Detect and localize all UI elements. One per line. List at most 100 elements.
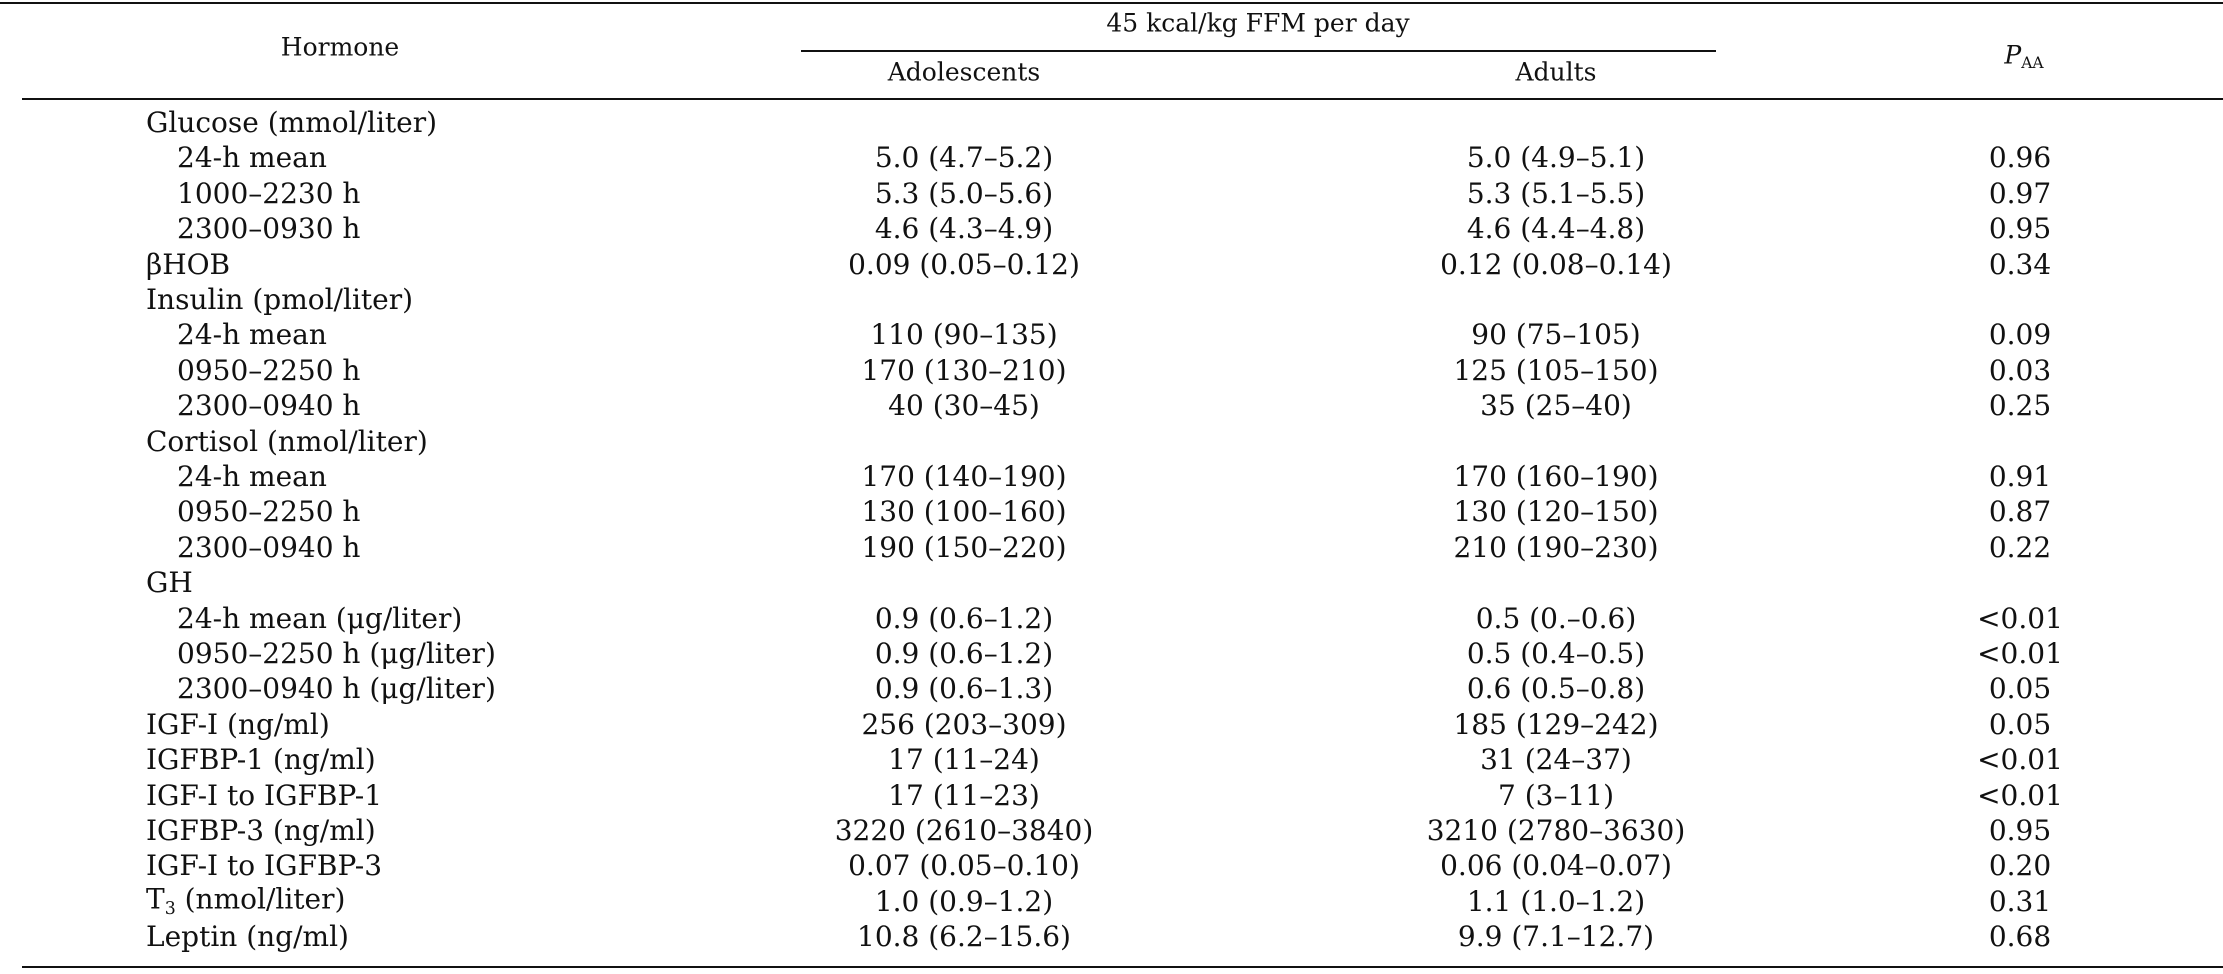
cell-adults: 5.3 (5.1–5.5) bbox=[1466, 176, 1646, 210]
cell-p: 0.68 bbox=[1988, 920, 2052, 954]
cell-p: <0.01 bbox=[1977, 778, 2063, 812]
row-label-text: 2300–0930 h bbox=[177, 212, 361, 246]
cell-p: 0.05 bbox=[1988, 672, 2052, 706]
row-label-text: IGF-I to IGFBP-3 bbox=[146, 849, 383, 883]
row-label: 24-h mean bbox=[177, 144, 327, 172]
header-p-main: P bbox=[2004, 40, 2022, 70]
row-label-text: 24-h mean (μg/liter) bbox=[177, 601, 463, 635]
cell-adolescents: 110 (90–135) bbox=[870, 318, 1058, 352]
row-label: 24-h mean bbox=[177, 463, 327, 491]
row-label-text: Cortisol (nmol/liter) bbox=[146, 424, 428, 458]
cell-adolescents: 17 (11–24) bbox=[888, 743, 1040, 777]
cell-p: <0.01 bbox=[1977, 743, 2063, 777]
cell-adolescents: 0.07 (0.05–0.10) bbox=[848, 849, 1080, 883]
row-label: 0950–2250 h (μg/liter) bbox=[177, 640, 496, 668]
header-adolescents: Adolescents bbox=[887, 57, 1041, 87]
row-label: 2300–0930 h bbox=[177, 215, 360, 243]
cell-adults: 130 (120–150) bbox=[1453, 495, 1659, 529]
cell-p: 0.96 bbox=[1988, 141, 2052, 175]
cell-p: 0.20 bbox=[1988, 849, 2052, 883]
row-label-text: 24-h mean bbox=[177, 460, 327, 493]
header-group: 45 kcal/kg FFM per day bbox=[1106, 8, 1410, 38]
row-label-text: βHOB bbox=[146, 247, 231, 281]
row-label: IGF-I (ng/ml) bbox=[146, 710, 330, 739]
cell-adolescents: 0.9 (0.6–1.2) bbox=[874, 601, 1054, 635]
cell-adolescents: 5.3 (5.0–5.6) bbox=[874, 176, 1054, 210]
row-label: 2300–0940 h bbox=[177, 530, 361, 564]
header-p-sub: AA bbox=[2021, 54, 2044, 73]
cell-adolescents: 170 (130–210) bbox=[861, 353, 1067, 387]
cell-adolescents: 190 (150–220) bbox=[861, 530, 1067, 564]
cell-adolescents: 130 (100–160) bbox=[861, 495, 1067, 529]
row-label: 0950–2250 h bbox=[177, 353, 361, 387]
top-rule bbox=[0, 2, 2223, 4]
row-label-sub: 3 bbox=[164, 898, 176, 919]
cell-adults: 4.6 (4.4–4.8) bbox=[1466, 212, 1646, 246]
bottom-rule bbox=[22, 966, 2223, 968]
row-label: GH bbox=[146, 569, 193, 597]
row-label: βHOB bbox=[146, 247, 231, 281]
cell-adults: 0.5 (0.–0.6) bbox=[1475, 601, 1637, 635]
cell-p: 0.22 bbox=[1988, 530, 2052, 564]
cell-adults: 3210 (2780–3630) bbox=[1426, 814, 1686, 847]
row-label: 2300–0940 h bbox=[177, 392, 360, 420]
cell-adolescents: 170 (140–190) bbox=[861, 460, 1067, 493]
row-label: 24-h mean (μg/liter) bbox=[177, 601, 463, 635]
cell-adults: 0.06 (0.04–0.07) bbox=[1440, 849, 1672, 883]
cell-adolescents: 40 (30–45) bbox=[888, 389, 1040, 423]
row-label: 24-h mean bbox=[177, 321, 327, 349]
cell-adults: 35 (25–40) bbox=[1480, 389, 1632, 423]
cell-adults: 5.0 (4.9–5.1) bbox=[1466, 141, 1646, 175]
cell-p: 0.03 bbox=[1988, 353, 2052, 387]
row-label-after: (nmol/liter) bbox=[175, 882, 346, 916]
row-label: IGFBP-1 (ng/ml) bbox=[146, 746, 376, 774]
cell-p: 0.97 bbox=[1988, 176, 2052, 210]
cell-p: 0.91 bbox=[1988, 460, 2052, 493]
row-label-text: 2300–0940 h bbox=[177, 530, 361, 564]
cell-adults: 9.9 (7.1–12.7) bbox=[1457, 920, 1655, 954]
row-label: 2300–0940 h (μg/liter) bbox=[177, 675, 496, 703]
cell-p: 0.34 bbox=[1988, 247, 2052, 281]
cell-adults: 125 (105–150) bbox=[1453, 353, 1659, 387]
cell-adults: 0.6 (0.5–0.8) bbox=[1466, 672, 1646, 706]
cell-p: 0.31 bbox=[1988, 884, 2052, 918]
row-label-text: IGF-I to IGFBP-1 bbox=[146, 778, 383, 812]
cell-adults: 185 (129–242) bbox=[1453, 707, 1659, 741]
cell-adolescents: 10.8 (6.2–15.6) bbox=[857, 920, 1071, 954]
cell-p: 0.95 bbox=[1988, 814, 2052, 847]
header-p: PAA bbox=[2004, 42, 2043, 71]
row-label: T3 (nmol/liter) bbox=[146, 882, 346, 919]
cell-adolescents: 256 (203–309) bbox=[861, 707, 1067, 741]
row-label: Glucose (mmol/liter) bbox=[146, 109, 437, 137]
row-label: 0950–2250 h bbox=[177, 498, 360, 526]
header-hormone: Hormone bbox=[280, 32, 400, 62]
cell-p: 0.09 bbox=[1988, 318, 2052, 352]
row-label: IGF-I to IGFBP-1 bbox=[146, 778, 383, 812]
cell-adolescents: 1.0 (0.9–1.2) bbox=[874, 884, 1054, 918]
cell-adolescents: 5.0 (4.7–5.2) bbox=[874, 141, 1054, 175]
cell-adults: 1.1 (1.0–1.2) bbox=[1466, 884, 1646, 918]
row-label-text: 24-h mean bbox=[177, 318, 327, 352]
row-label: 1000–2230 h bbox=[177, 176, 361, 210]
row-label-text: IGFBP-1 (ng/ml) bbox=[146, 743, 376, 777]
row-label-text: 0950–2250 h bbox=[177, 353, 361, 387]
row-label-text: 0950–2250 h (μg/liter) bbox=[177, 637, 496, 670]
cell-adolescents: 4.6 (4.3–4.9) bbox=[874, 212, 1054, 246]
header-rule bbox=[22, 98, 2223, 100]
row-label: Insulin (pmol/liter) bbox=[146, 286, 413, 314]
cell-adults: 170 (160–190) bbox=[1453, 460, 1659, 493]
row-label-text: Glucose (mmol/liter) bbox=[146, 106, 438, 139]
row-label-text: 0950–2250 h bbox=[177, 495, 361, 529]
row-label-text: 2300–0940 h (μg/liter) bbox=[177, 672, 496, 706]
row-label-text: 1000–2230 h bbox=[177, 176, 361, 210]
cell-adults: 0.12 (0.08–0.14) bbox=[1440, 247, 1672, 281]
cell-p: <0.01 bbox=[1977, 637, 2063, 670]
row-label: IGFBP-3 (ng/ml) bbox=[146, 817, 376, 845]
row-label-text: T bbox=[146, 882, 165, 916]
cell-p: 0.87 bbox=[1988, 495, 2052, 529]
cell-adolescents: 17 (11–23) bbox=[888, 778, 1040, 812]
cell-adults: 0.5 (0.4–0.5) bbox=[1466, 637, 1646, 670]
group-rule bbox=[801, 50, 1716, 52]
row-label-text: GH bbox=[146, 566, 193, 600]
